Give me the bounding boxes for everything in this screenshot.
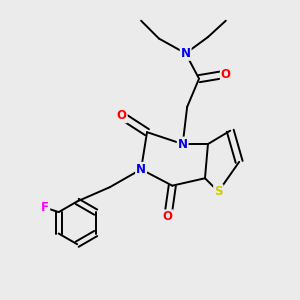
Text: O: O [221, 68, 231, 81]
Text: N: N [178, 138, 188, 151]
Text: N: N [136, 163, 146, 176]
Text: F: F [41, 201, 49, 214]
Text: O: O [117, 109, 127, 122]
Text: S: S [214, 185, 223, 198]
Text: N: N [181, 47, 191, 60]
Text: O: O [163, 210, 173, 224]
